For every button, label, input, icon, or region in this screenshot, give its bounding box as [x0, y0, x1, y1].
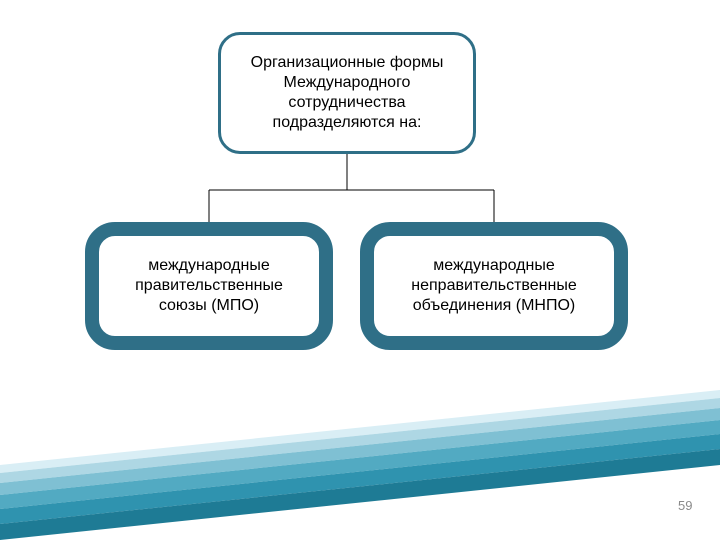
decorative-wedge: [0, 390, 720, 540]
child-node-right: международныенеправительственныеобъедине…: [360, 222, 628, 350]
child-node-left-text: международныеправительственныесоюзы (МПО…: [135, 256, 283, 316]
root-node-text: Организационные формыМеждународногосотру…: [251, 53, 444, 133]
page-number: 59: [678, 498, 692, 513]
root-node: Организационные формыМеждународногосотру…: [218, 32, 476, 154]
child-node-left: международныеправительственныесоюзы (МПО…: [85, 222, 333, 350]
diagram-stage: Организационные формыМеждународногосотру…: [0, 0, 720, 540]
child-node-right-text: международныенеправительственныеобъедине…: [411, 256, 576, 316]
